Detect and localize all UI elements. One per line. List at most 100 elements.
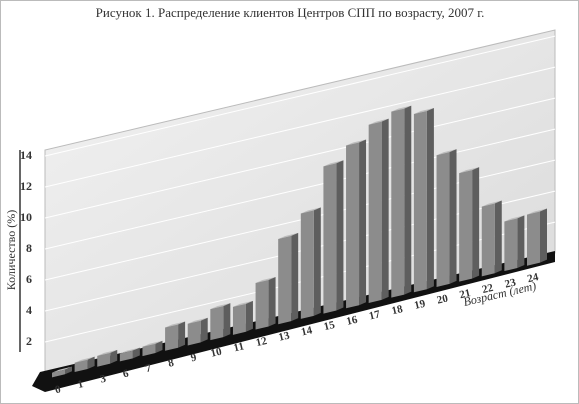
bar-top bbox=[210, 303, 231, 310]
x-tick-label: 20 bbox=[436, 292, 450, 306]
bar-side bbox=[472, 167, 480, 279]
bar bbox=[142, 343, 156, 357]
bar bbox=[527, 211, 540, 266]
bar bbox=[323, 163, 337, 314]
x-tick-label: 3 bbox=[99, 373, 108, 386]
y-tick-label: 4 bbox=[26, 303, 32, 317]
chart-title: Рисунок 1. Распределение клиентов Центро… bbox=[96, 5, 485, 20]
bar-top bbox=[413, 108, 434, 115]
x-tick-label: 16 bbox=[345, 314, 359, 328]
bar-side bbox=[404, 105, 412, 295]
bar-side bbox=[200, 317, 208, 343]
bar-side bbox=[291, 232, 299, 322]
bar-side bbox=[223, 303, 231, 338]
bar-side bbox=[449, 149, 457, 284]
x-tick-label: 0 bbox=[54, 383, 63, 396]
bar bbox=[391, 108, 405, 298]
bar-side bbox=[87, 356, 95, 369]
bar-top bbox=[481, 200, 502, 207]
bar-top bbox=[300, 207, 321, 214]
bar-top bbox=[346, 139, 367, 146]
x-tick-label: 22 bbox=[481, 282, 495, 296]
bar-side bbox=[313, 207, 321, 316]
x-tick-label: 21 bbox=[458, 287, 471, 301]
y-tick-label: 2 bbox=[26, 334, 32, 348]
bar bbox=[481, 203, 495, 277]
x-tick-label: 12 bbox=[255, 335, 269, 349]
bar-top bbox=[52, 366, 72, 373]
bar-top bbox=[368, 118, 389, 125]
grid-line bbox=[44, 66, 556, 188]
bar bbox=[504, 218, 518, 272]
bar bbox=[74, 359, 88, 373]
bar-side bbox=[381, 118, 389, 300]
x-tick-label: 7 bbox=[144, 362, 153, 375]
bar-side bbox=[426, 108, 434, 290]
bar-side bbox=[245, 300, 253, 332]
bar-side bbox=[540, 208, 547, 263]
bar bbox=[368, 121, 382, 303]
bar-top bbox=[232, 300, 253, 307]
bar-top bbox=[504, 215, 525, 222]
x-tick-label: 17 bbox=[368, 308, 382, 322]
bar bbox=[255, 279, 269, 330]
x-tick-label: 6 bbox=[122, 367, 131, 380]
bar-side bbox=[494, 200, 502, 274]
bar bbox=[210, 306, 224, 341]
y-tick-label: 8 bbox=[26, 241, 32, 255]
x-tick-label: 24 bbox=[526, 271, 540, 285]
bar-side bbox=[65, 366, 72, 375]
bar-top bbox=[187, 317, 208, 324]
x-tick-label: 18 bbox=[390, 303, 404, 317]
bar bbox=[459, 170, 473, 282]
x-tick-label: 13 bbox=[277, 330, 291, 344]
bar-top bbox=[278, 232, 299, 239]
grid-line bbox=[44, 97, 556, 219]
bar bbox=[278, 235, 292, 325]
bar bbox=[346, 142, 360, 309]
bar bbox=[165, 324, 179, 351]
x-tick-label: 11 bbox=[232, 340, 245, 354]
bar-side bbox=[359, 139, 367, 306]
bar-top bbox=[436, 149, 457, 156]
bar-top bbox=[74, 356, 95, 363]
bar-side bbox=[336, 160, 344, 311]
bar-top bbox=[119, 347, 140, 354]
y-tick-label: 12 bbox=[20, 179, 32, 193]
bar-side bbox=[268, 276, 276, 327]
x-tick-label: 15 bbox=[323, 319, 337, 333]
grid-line bbox=[44, 35, 556, 157]
bar-side bbox=[155, 340, 163, 354]
bar-top bbox=[323, 160, 344, 167]
y-axis-title: Количество (%) bbox=[4, 210, 18, 290]
bar bbox=[187, 320, 201, 346]
bar-top bbox=[391, 105, 412, 112]
grid-line bbox=[44, 128, 556, 250]
bar-side bbox=[178, 321, 186, 348]
bar-side bbox=[110, 349, 118, 364]
bar-top bbox=[165, 321, 186, 328]
x-tick-label: 10 bbox=[210, 345, 224, 359]
y-tick-label: 10 bbox=[20, 210, 32, 224]
bar-top bbox=[527, 208, 547, 215]
x-tick-label: 14 bbox=[300, 324, 314, 338]
x-tick-label: 23 bbox=[504, 276, 518, 290]
bar bbox=[52, 369, 65, 378]
y-tick-label: 6 bbox=[26, 272, 32, 286]
x-tick-label: 1 bbox=[76, 378, 84, 391]
bar-top bbox=[255, 276, 276, 284]
y-tick-label: 14 bbox=[20, 148, 32, 162]
bar-top bbox=[142, 340, 163, 347]
bar bbox=[119, 350, 133, 362]
bar-side bbox=[132, 347, 140, 359]
x-tick-label: 9 bbox=[190, 351, 199, 364]
x-tick-label: 19 bbox=[413, 298, 427, 312]
bar bbox=[300, 210, 314, 319]
bar-top bbox=[97, 349, 118, 356]
bar-side bbox=[517, 215, 525, 268]
bar bbox=[436, 152, 450, 287]
x-tick-label: 8 bbox=[167, 357, 176, 370]
bar bbox=[97, 352, 111, 367]
bar bbox=[413, 111, 427, 293]
